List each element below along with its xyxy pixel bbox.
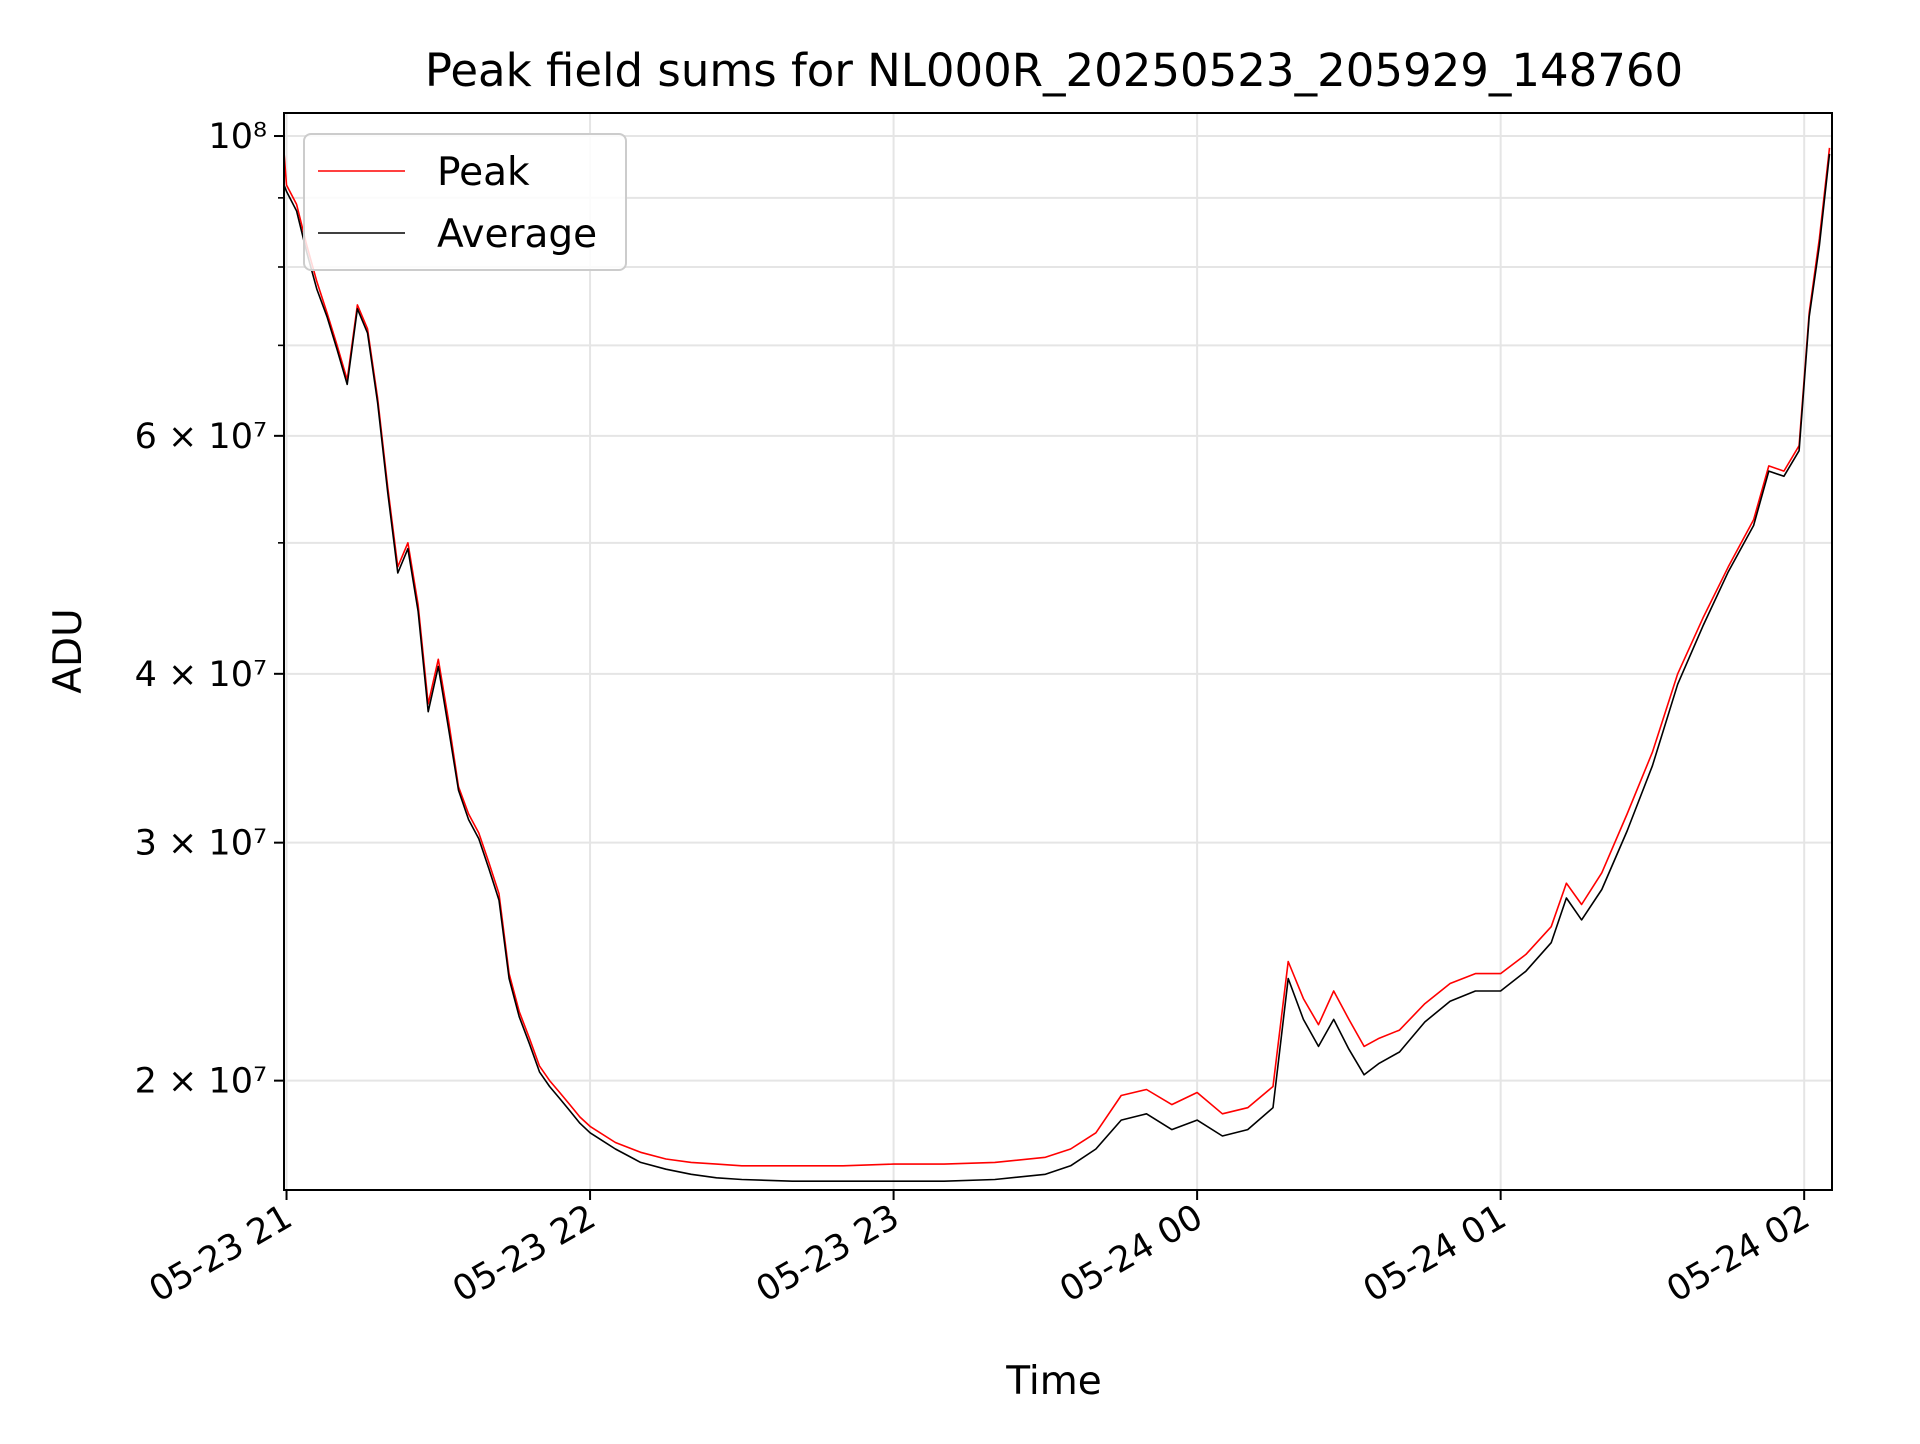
grid <box>284 113 1832 1190</box>
series-line-average <box>284 153 1831 1182</box>
y-tick-label: 10⁸ <box>208 117 267 157</box>
legend-box <box>303 133 627 271</box>
y-axis-label: ADU <box>46 608 91 693</box>
plot-frame <box>283 112 1833 1191</box>
y-tick-label: 4 × 10⁷ <box>135 655 267 695</box>
chart-title: Peak field sums for NL000R_20250523_2059… <box>425 44 1683 97</box>
y-tick-label: 2 × 10⁷ <box>135 1062 267 1102</box>
series-line-peak <box>284 141 1831 1167</box>
y-tick-label: 3 × 10⁷ <box>135 824 267 864</box>
legend-label-peak: Peak <box>437 150 530 195</box>
series-layer <box>284 141 1831 1182</box>
legend: Peak Average <box>303 133 627 271</box>
y-tick-label: 6 × 10⁷ <box>135 417 267 457</box>
x-axis-label: Time <box>1005 1359 1101 1404</box>
legend-label-average: Average <box>437 212 597 257</box>
